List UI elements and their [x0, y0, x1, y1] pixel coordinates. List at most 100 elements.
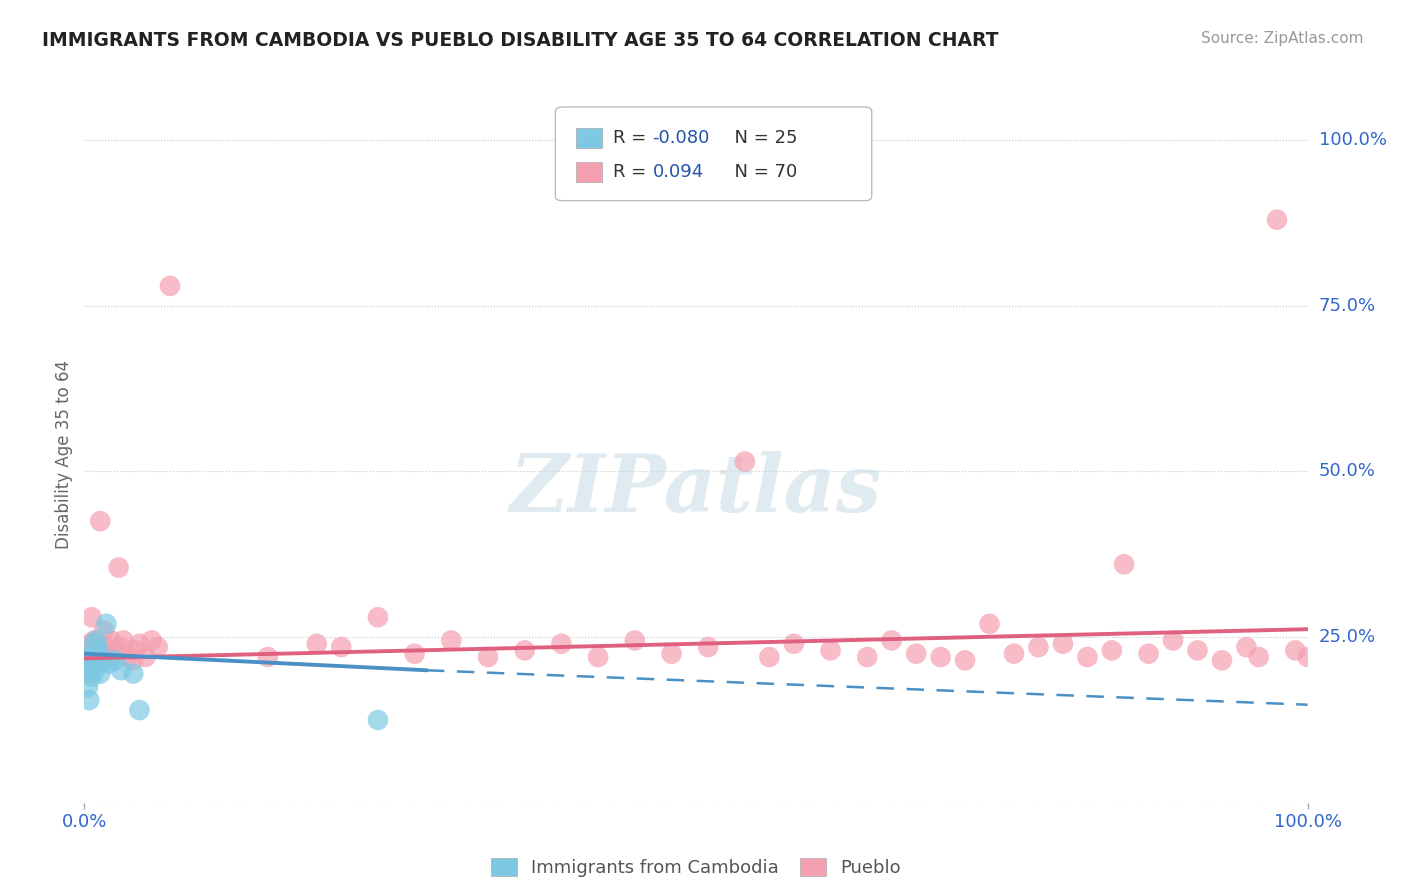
Text: R =: R = [613, 163, 658, 181]
Point [80, 650, 103, 665]
Point [84, 657, 107, 671]
Point [586, 650, 609, 665]
Text: R =: R = [613, 129, 652, 147]
Point [87, 657, 110, 671]
Point [856, 650, 879, 665]
Point [77, 653, 100, 667]
Point [1028, 640, 1050, 654]
Point [979, 616, 1001, 631]
Point [305, 637, 328, 651]
Point [1052, 637, 1074, 651]
Point [257, 650, 280, 665]
Point [661, 647, 683, 661]
Point [513, 643, 536, 657]
Point [93, 624, 115, 638]
Point [110, 663, 132, 677]
Text: 75.0%: 75.0% [1319, 297, 1376, 315]
Point [80, 610, 103, 624]
Point [929, 650, 952, 665]
Point [1234, 640, 1257, 654]
Text: Source: ZipAtlas.com: Source: ZipAtlas.com [1201, 31, 1364, 46]
Point [1101, 643, 1123, 657]
Point [758, 650, 780, 665]
Point [367, 713, 389, 727]
Point [1296, 650, 1319, 665]
Point [624, 633, 647, 648]
Point [87, 653, 110, 667]
Point [89, 514, 111, 528]
Point [1211, 653, 1233, 667]
Point [83, 637, 105, 651]
Point [97, 650, 120, 665]
Point [122, 666, 145, 681]
Point [783, 637, 806, 651]
Point [440, 633, 463, 648]
Point [1114, 558, 1136, 572]
Text: N = 25: N = 25 [723, 129, 797, 147]
Point [84, 650, 107, 665]
Point [110, 640, 132, 654]
Point [82, 660, 104, 674]
Point [1002, 647, 1025, 661]
Point [87, 643, 110, 657]
Point [100, 633, 122, 648]
Point [880, 633, 903, 648]
Point [77, 693, 100, 707]
Point [80, 647, 103, 661]
Point [1137, 647, 1160, 661]
Y-axis label: Disability Age 35 to 64: Disability Age 35 to 64 [55, 360, 73, 549]
Text: 50.0%: 50.0% [1319, 462, 1375, 481]
Point [82, 653, 104, 667]
Point [128, 637, 150, 651]
Point [107, 560, 129, 574]
Point [404, 647, 426, 661]
Point [550, 637, 572, 651]
Point [87, 643, 110, 657]
Point [86, 650, 108, 665]
Text: IMMIGRANTS FROM CAMBODIA VS PUEBLO DISABILITY AGE 35 TO 64 CORRELATION CHART: IMMIGRANTS FROM CAMBODIA VS PUEBLO DISAB… [42, 31, 998, 50]
Point [1284, 643, 1306, 657]
Point [79, 650, 101, 665]
Point [112, 633, 135, 648]
Point [953, 653, 976, 667]
Point [89, 666, 111, 681]
Point [86, 637, 108, 651]
Legend: Immigrants from Cambodia, Pueblo: Immigrants from Cambodia, Pueblo [484, 851, 908, 884]
Point [122, 653, 145, 667]
Point [86, 647, 108, 661]
Point [79, 663, 101, 677]
Point [96, 616, 118, 631]
Point [1076, 650, 1098, 665]
Point [86, 633, 108, 648]
Point [146, 640, 169, 654]
Point [83, 653, 105, 667]
Point [905, 647, 928, 661]
Text: N = 70: N = 70 [723, 163, 797, 181]
Point [330, 640, 353, 654]
Point [1187, 643, 1209, 657]
Text: 100.0%: 100.0% [1319, 131, 1386, 149]
Text: ZIPatlas: ZIPatlas [510, 451, 882, 528]
Point [104, 643, 127, 657]
Point [135, 650, 157, 665]
Text: 25.0%: 25.0% [1319, 628, 1376, 646]
Point [80, 670, 103, 684]
Point [77, 666, 100, 681]
Point [97, 657, 120, 671]
Text: 0.094: 0.094 [652, 163, 703, 181]
Point [96, 640, 118, 654]
Point [91, 653, 114, 667]
Point [79, 637, 101, 651]
Point [82, 647, 104, 661]
Point [697, 640, 720, 654]
Point [1265, 212, 1288, 227]
Point [79, 653, 101, 667]
Point [820, 643, 842, 657]
Point [1247, 650, 1270, 665]
Point [115, 650, 138, 665]
Point [128, 703, 150, 717]
Point [734, 454, 756, 468]
Point [125, 643, 148, 657]
Point [159, 279, 181, 293]
Point [91, 647, 114, 661]
